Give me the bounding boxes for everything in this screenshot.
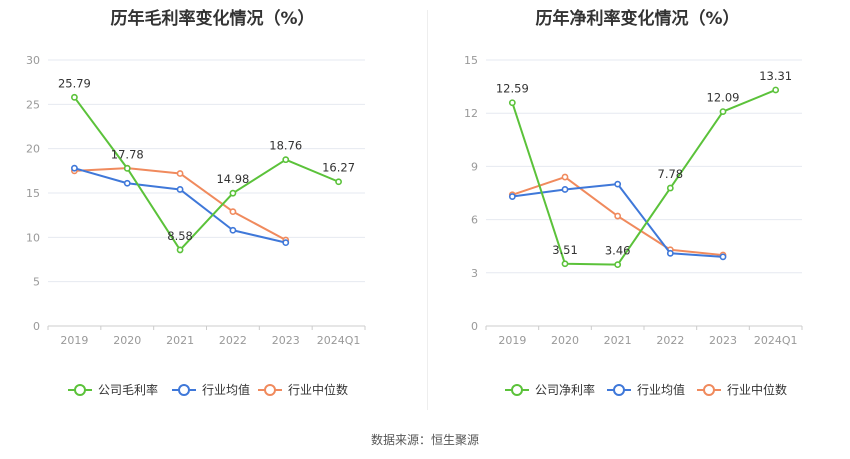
y-tick-label: 9: [471, 160, 478, 173]
legend-swatch-marker: [264, 384, 276, 396]
y-tick-label: 5: [33, 276, 40, 289]
legend-swatch-marker: [511, 384, 523, 396]
legend-item-average: 行业均值: [607, 382, 685, 397]
data-point-average: [719, 253, 727, 261]
legend-item-average: 行业均值: [172, 382, 250, 397]
data-point-company: [229, 189, 237, 197]
data-label: 25.79: [58, 76, 91, 90]
data-label: 8.58: [167, 229, 193, 243]
y-tick-label: 15: [464, 54, 478, 67]
x-tick-label: 2024Q1: [754, 334, 798, 347]
x-tick-label: 2020: [551, 334, 579, 347]
net-margin-chart: 0 3 6 9 12 15 2019 2020 2021 2022 2023 2024Q1 12.59 3…: [464, 54, 803, 397]
x-tick-label: 2019: [60, 334, 88, 347]
x-tick-label: 2021: [604, 334, 632, 347]
data-point-average: [123, 179, 131, 187]
data-point-average: [614, 180, 622, 188]
x-tick-label: 2022: [656, 334, 684, 347]
data-point-average: [71, 164, 78, 172]
data-point-average: [666, 249, 674, 257]
y-tick-label: 0: [471, 320, 478, 333]
legend-swatch-marker: [703, 384, 715, 396]
x-tick-label: 2023: [709, 334, 737, 347]
data-label: 16.27: [322, 161, 355, 175]
data-point-company: [614, 261, 622, 269]
data-point-average: [561, 186, 569, 193]
x-tick-label: 2020: [113, 334, 141, 347]
data-label: 12.59: [496, 82, 529, 96]
data-label: 12.09: [707, 91, 740, 105]
data-point-company: [666, 184, 674, 192]
x-tick-label: 2021: [166, 334, 194, 347]
data-label: 3.51: [552, 243, 578, 257]
y-tick-label: 10: [26, 231, 40, 244]
y-tick-label: 20: [26, 143, 40, 156]
legend-item-median: 行业中位数: [258, 382, 348, 397]
data-point-company: [282, 156, 290, 164]
data-point-company: [561, 260, 569, 268]
gross-margin-chart: 0 5 10 15 20 25 30 2019 2020 2021 2022 2023 2024Q1 25…: [26, 54, 366, 397]
y-tick-label: 15: [26, 187, 40, 200]
data-point-median: [176, 170, 184, 177]
data-label: 3.46: [605, 244, 631, 258]
x-tick-label: 2024Q1: [317, 334, 361, 347]
data-point-average: [176, 186, 184, 193]
data-source-note: 数据来源：恒生聚源: [370, 433, 479, 447]
data-label: 17.78: [111, 147, 144, 161]
y-tick-label: 0: [33, 320, 40, 333]
legend-item-median: 行业中位数: [697, 382, 787, 397]
legend-label: 行业中位数: [288, 382, 348, 397]
y-tick-label: 12: [464, 107, 478, 120]
data-point-median: [229, 208, 237, 216]
data-point-company: [508, 99, 516, 107]
data-label: 14.98: [216, 172, 249, 186]
gross-margin-chart-panel: 历年毛利率变化情况（%） 0 5 10 15 20 25 30 2019 2020 2021 202…: [0, 0, 425, 420]
data-point-average: [508, 193, 516, 200]
data-label: 13.31: [759, 69, 792, 83]
legend-label: 公司毛利率: [98, 382, 158, 397]
data-point-company: [71, 93, 78, 101]
data-point-company: [719, 108, 727, 116]
legend-swatch-marker: [74, 384, 86, 396]
legend-label: 行业中位数: [727, 382, 787, 397]
data-point-median: [561, 173, 569, 181]
y-tick-label: 30: [26, 54, 40, 67]
data-point-company: [123, 164, 131, 172]
legend-item-company: 公司净利率: [505, 382, 595, 397]
x-tick-label: 2022: [219, 334, 247, 347]
panel-divider: [427, 10, 428, 410]
data-label: 7.78: [658, 167, 684, 181]
net-margin-chart-panel: 历年净利率变化情况（%） 0 3 6 9 12 15 2019 2020 2021 2022 202…: [425, 0, 850, 420]
y-tick-label: 3: [471, 267, 478, 280]
chart-title: 历年毛利率变化情况（%）: [110, 9, 315, 29]
x-tick-label: 2019: [498, 334, 526, 347]
legend-label: 行业均值: [637, 382, 685, 397]
legend-swatch-marker: [178, 384, 190, 396]
chart-title: 历年净利率变化情况（%）: [535, 9, 740, 29]
data-point-average: [229, 226, 237, 234]
legend-swatch-marker: [613, 384, 625, 396]
data-point-company: [335, 178, 342, 186]
y-tick-label: 6: [471, 214, 478, 227]
x-tick-label: 2023: [272, 334, 300, 347]
data-point-company: [772, 86, 780, 94]
data-point-company: [176, 246, 184, 254]
legend-label: 公司净利率: [535, 382, 595, 397]
y-tick-label: 25: [26, 98, 40, 111]
legend-item-company: 公司毛利率: [68, 382, 158, 397]
legend-label: 行业均值: [202, 382, 250, 397]
data-point-average: [282, 239, 290, 247]
data-point-median: [614, 212, 622, 220]
series-line-company: [511, 89, 777, 266]
series-line-company: [73, 96, 339, 251]
data-label: 18.76: [269, 139, 302, 153]
